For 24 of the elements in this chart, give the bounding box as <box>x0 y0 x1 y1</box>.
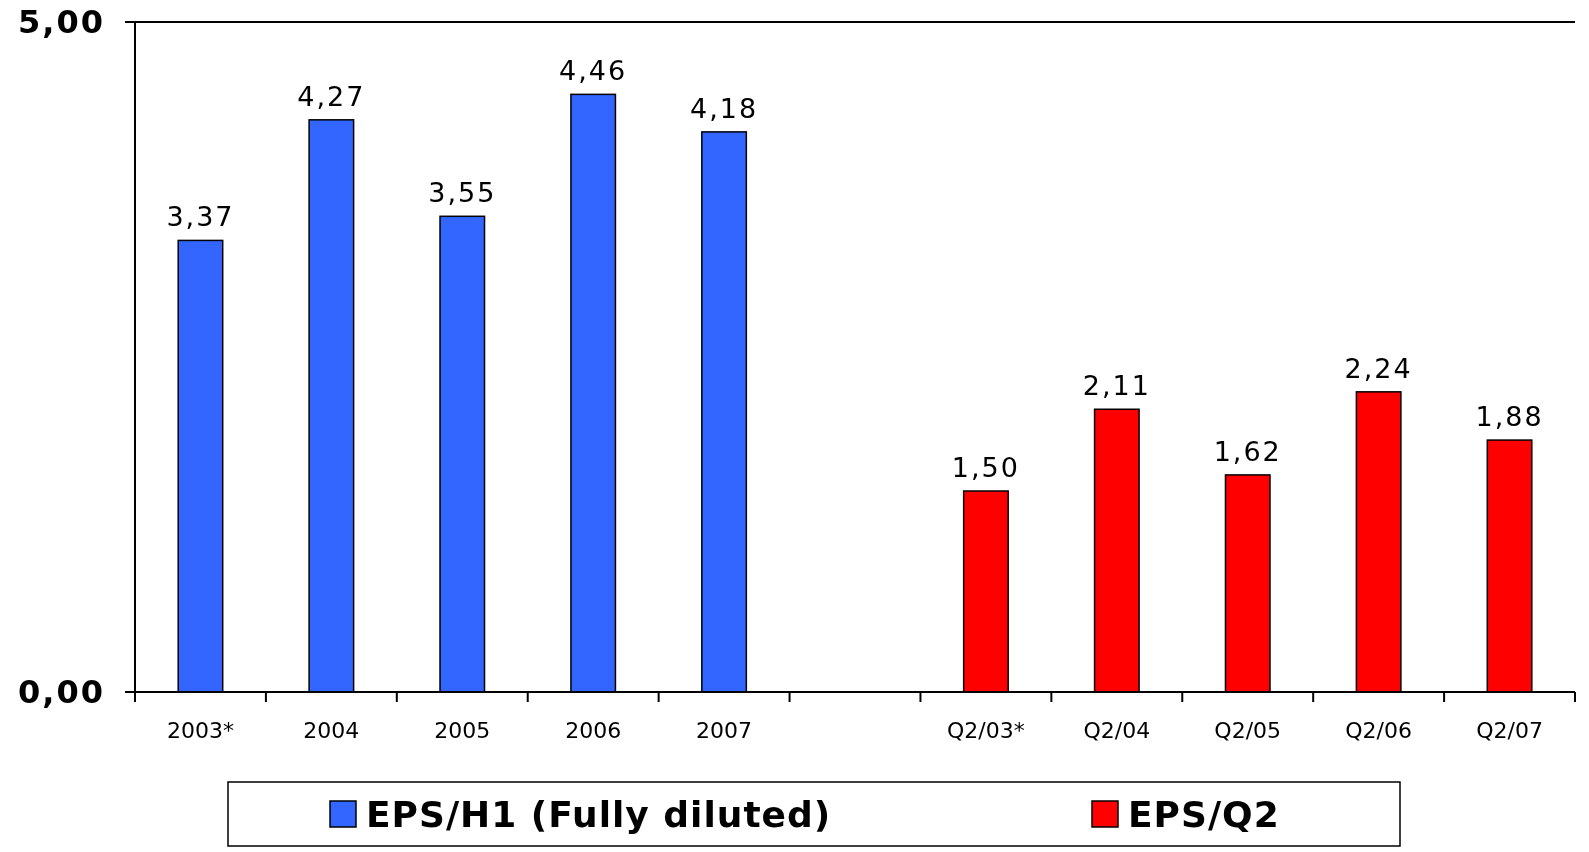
data-label: 1,62 <box>1213 435 1282 467</box>
x-tick-label: Q2/04 <box>1083 718 1151 743</box>
x-tick-label: 2006 <box>565 718 622 743</box>
x-tick-label: 2003* <box>166 718 234 743</box>
legend-label: EPS/Q2 <box>1128 793 1280 835</box>
x-tick-label: 2004 <box>303 718 360 743</box>
data-label: 3,55 <box>428 177 497 209</box>
data-label: 2,11 <box>1082 370 1151 402</box>
data-label: 1,88 <box>1475 401 1544 433</box>
data-label: 4,27 <box>297 80 366 112</box>
data-label: 1,50 <box>951 452 1020 483</box>
x-tick-label: Q2/06 <box>1345 718 1412 743</box>
x-tick-label: 2005 <box>434 718 491 743</box>
data-label: 3,37 <box>166 201 235 233</box>
data-label: 4,46 <box>559 55 628 87</box>
x-tick-label: 2007 <box>696 718 753 743</box>
data-label: 2,24 <box>1344 352 1413 384</box>
legend-label: EPS/H1 (Fully diluted) <box>366 793 832 835</box>
data-label: 4,18 <box>690 92 759 124</box>
x-tick-label: Q2/07 <box>1476 718 1543 743</box>
y-tick-label: 0,00 <box>18 673 105 712</box>
y-tick-label: 5,00 <box>18 3 105 42</box>
x-tick-label: Q2/05 <box>1214 718 1282 743</box>
x-tick-label: Q2/03* <box>947 718 1025 743</box>
